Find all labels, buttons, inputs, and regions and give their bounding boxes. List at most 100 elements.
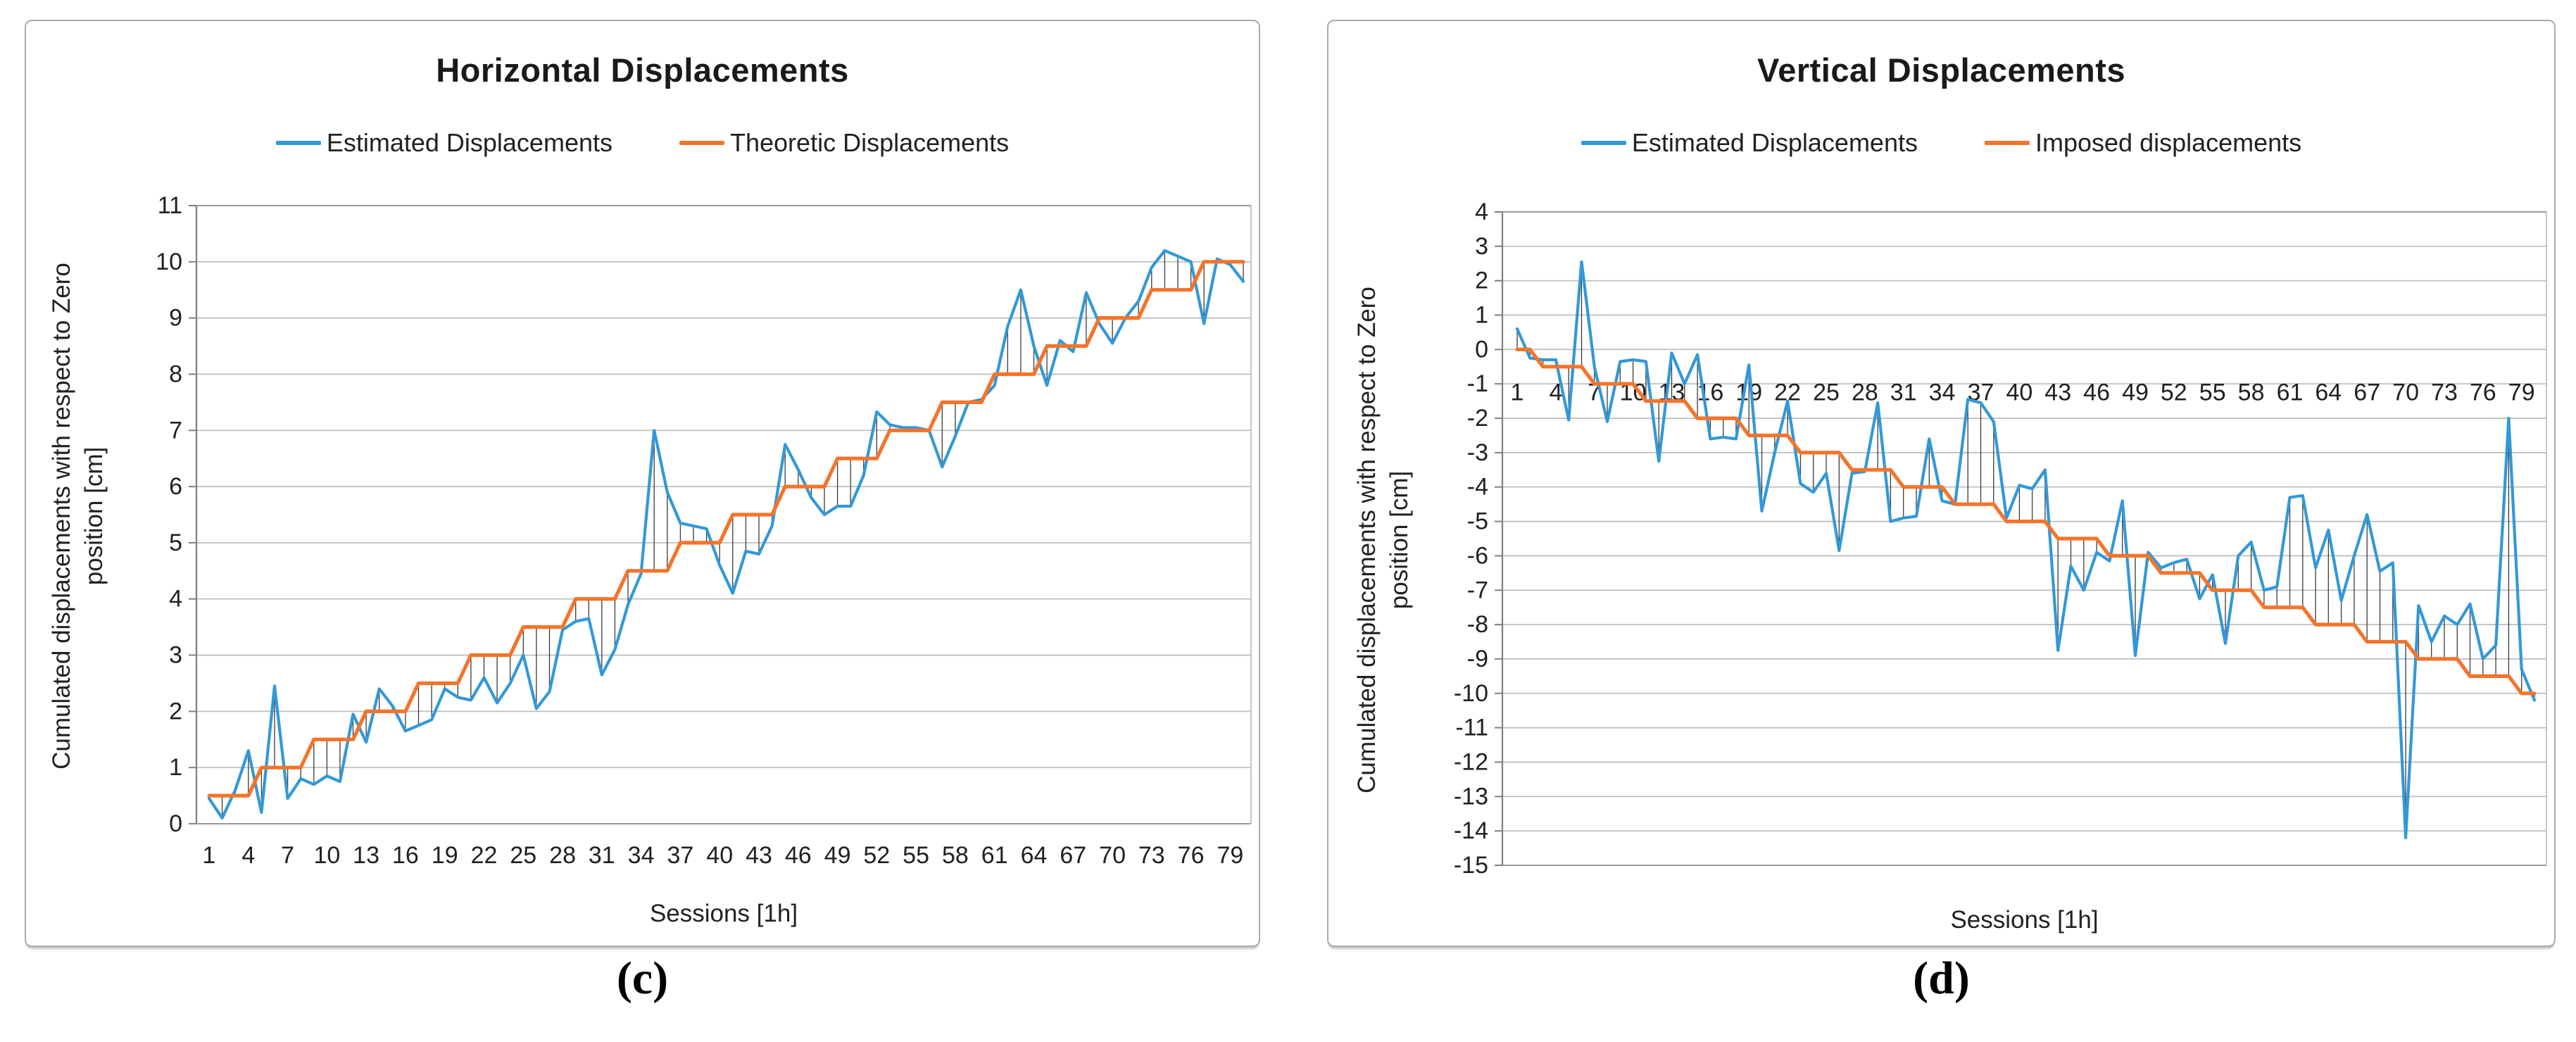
x-tick-label: 28 — [1852, 379, 1878, 406]
chart-title-vertical: Vertical Displacements — [1757, 51, 2126, 89]
y-tick-label: 0 — [169, 810, 182, 837]
y-tick-label: -14 — [1454, 817, 1488, 844]
x-tick-label: 43 — [2044, 379, 2071, 406]
y-tick-label: -15 — [1454, 852, 1488, 879]
x-tick-label: 34 — [1929, 379, 1956, 406]
y-tick-label: -6 — [1467, 542, 1488, 569]
y-tick-label: 10 — [156, 249, 182, 275]
x-tick-label: 37 — [667, 842, 693, 869]
y-tick-label: 2 — [169, 698, 182, 724]
y-tick-label: -12 — [1454, 749, 1488, 776]
x-tick-label: 46 — [2083, 379, 2110, 406]
legend-label-imposed: Imposed displacements — [2035, 128, 2302, 157]
legend-vertical: Estimated Displacements Imposed displace… — [1328, 128, 2554, 158]
chart-panel-horizontal: Horizontal Displacements Estimated Displ… — [25, 20, 1260, 947]
x-tick-label: 64 — [1021, 842, 1048, 869]
y-tick-label: -10 — [1454, 680, 1488, 707]
x-tick-label: 43 — [746, 842, 772, 869]
x-tick-label: 70 — [1099, 842, 1126, 869]
y-tick-label: 8 — [169, 361, 182, 388]
x-tick-label: 49 — [2122, 379, 2149, 406]
x-tick-label: 67 — [1060, 842, 1086, 869]
series-estimated — [207, 249, 1245, 820]
x-tick-label: 67 — [2354, 379, 2380, 406]
x-tick-label: 76 — [1178, 842, 1205, 869]
x-tick-label: 73 — [1138, 842, 1165, 869]
x-tick-label: 4 — [1549, 379, 1562, 406]
legend-horizontal: Estimated Displacements Theoretic Displa… — [26, 128, 1259, 158]
subfigure-caption-d: (d) — [1913, 953, 1970, 1004]
x-tick-label: 49 — [824, 842, 851, 869]
legend-label-estimated: Estimated Displacements — [1631, 128, 1918, 157]
x-tick-label: 25 — [1813, 379, 1840, 406]
x-tick-label: 16 — [392, 842, 419, 869]
x-tick-label: 31 — [1890, 379, 1917, 406]
x-tick-label: 40 — [706, 842, 733, 869]
y-tick-label: -1 — [1467, 370, 1488, 397]
x-tick-label: 70 — [2392, 379, 2419, 406]
vertical-displacements-plot: -15-14-13-12-11-10-9-8-7-6-5-4-3-2-10123… — [1454, 199, 2547, 879]
legend-line-swatch-imposed — [1984, 141, 2030, 145]
y-tick-label: 4 — [169, 586, 182, 613]
x-tick-label: 7 — [281, 842, 294, 869]
x-tick-label: 58 — [942, 842, 969, 869]
y-tick-label: 9 — [169, 305, 182, 332]
y-tick-label: 0 — [1475, 336, 1488, 363]
x-tick-label: 13 — [353, 842, 379, 869]
x-tick-label: 58 — [2238, 379, 2265, 406]
y-tick-label: 4 — [1475, 199, 1488, 225]
y-tick-label: 7 — [169, 417, 182, 444]
x-axis-title-horizontal: Sessions [1h] — [649, 900, 798, 927]
y-tick-label: -9 — [1467, 646, 1488, 672]
y-tick-label: 6 — [169, 473, 182, 500]
legend-item-imposed: Imposed displacements — [1984, 128, 2302, 158]
y-tick-label: 3 — [1475, 233, 1488, 260]
x-tick-label: 73 — [2431, 379, 2458, 406]
legend-line-swatch-theoretic — [679, 141, 724, 145]
y-tick-label: 3 — [169, 642, 182, 669]
x-tick-label: 64 — [2315, 379, 2342, 406]
x-tick-label: 4 — [241, 842, 255, 869]
x-tick-label: 52 — [863, 842, 890, 869]
y-tick-label: -5 — [1467, 508, 1488, 535]
chart-title-horizontal: Horizontal Displacements — [436, 51, 849, 89]
x-tick-label: 76 — [2470, 379, 2496, 406]
x-tick-label: 52 — [2161, 379, 2187, 406]
x-tick-label: 19 — [432, 842, 458, 869]
x-tick-label: 25 — [510, 842, 536, 869]
legend-label-estimated: Estimated Displacements — [326, 128, 612, 157]
series-reference — [1515, 347, 2537, 696]
x-tick-label: 1 — [203, 842, 216, 869]
x-tick-label: 1 — [1511, 379, 1524, 406]
x-tick-label: 79 — [1217, 842, 1243, 869]
y-tick-label: 2 — [1475, 268, 1488, 294]
y-tick-label: 5 — [169, 529, 182, 556]
y-tick-label: -2 — [1467, 405, 1488, 432]
y-tick-label: 1 — [1475, 302, 1488, 329]
x-tick-label: 55 — [903, 842, 929, 869]
y-tick-label: -3 — [1467, 439, 1488, 466]
series-reference — [207, 260, 1245, 798]
x-tick-label: 28 — [549, 842, 576, 869]
x-tick-label: 79 — [2508, 379, 2535, 406]
legend-item-estimated: Estimated Displacements — [1581, 128, 1918, 158]
x-tick-label: 46 — [785, 842, 812, 869]
x-tick-label: 31 — [589, 842, 615, 869]
x-tick-label: 55 — [2199, 379, 2226, 406]
y-tick-label: -4 — [1467, 474, 1488, 501]
legend-line-swatch-estimated — [275, 141, 321, 145]
y-tick-label: -8 — [1467, 611, 1488, 638]
x-tick-label: 10 — [313, 842, 340, 869]
legend-line-swatch-estimated — [1581, 141, 1626, 145]
x-tick-label: 34 — [628, 842, 655, 869]
x-tick-label: 22 — [471, 842, 498, 869]
y-tick-label: 1 — [169, 754, 182, 781]
legend-item-estimated: Estimated Displacements — [275, 128, 612, 158]
legend-item-theoretic: Theoretic Displacements — [679, 128, 1009, 158]
y-tick-label: -13 — [1454, 783, 1488, 810]
x-tick-label: 61 — [981, 842, 1008, 869]
x-axis-title-vertical: Sessions [1h] — [1950, 906, 2099, 934]
y-tick-label: -7 — [1467, 577, 1488, 603]
subfigure-caption-c: (c) — [616, 953, 669, 1004]
